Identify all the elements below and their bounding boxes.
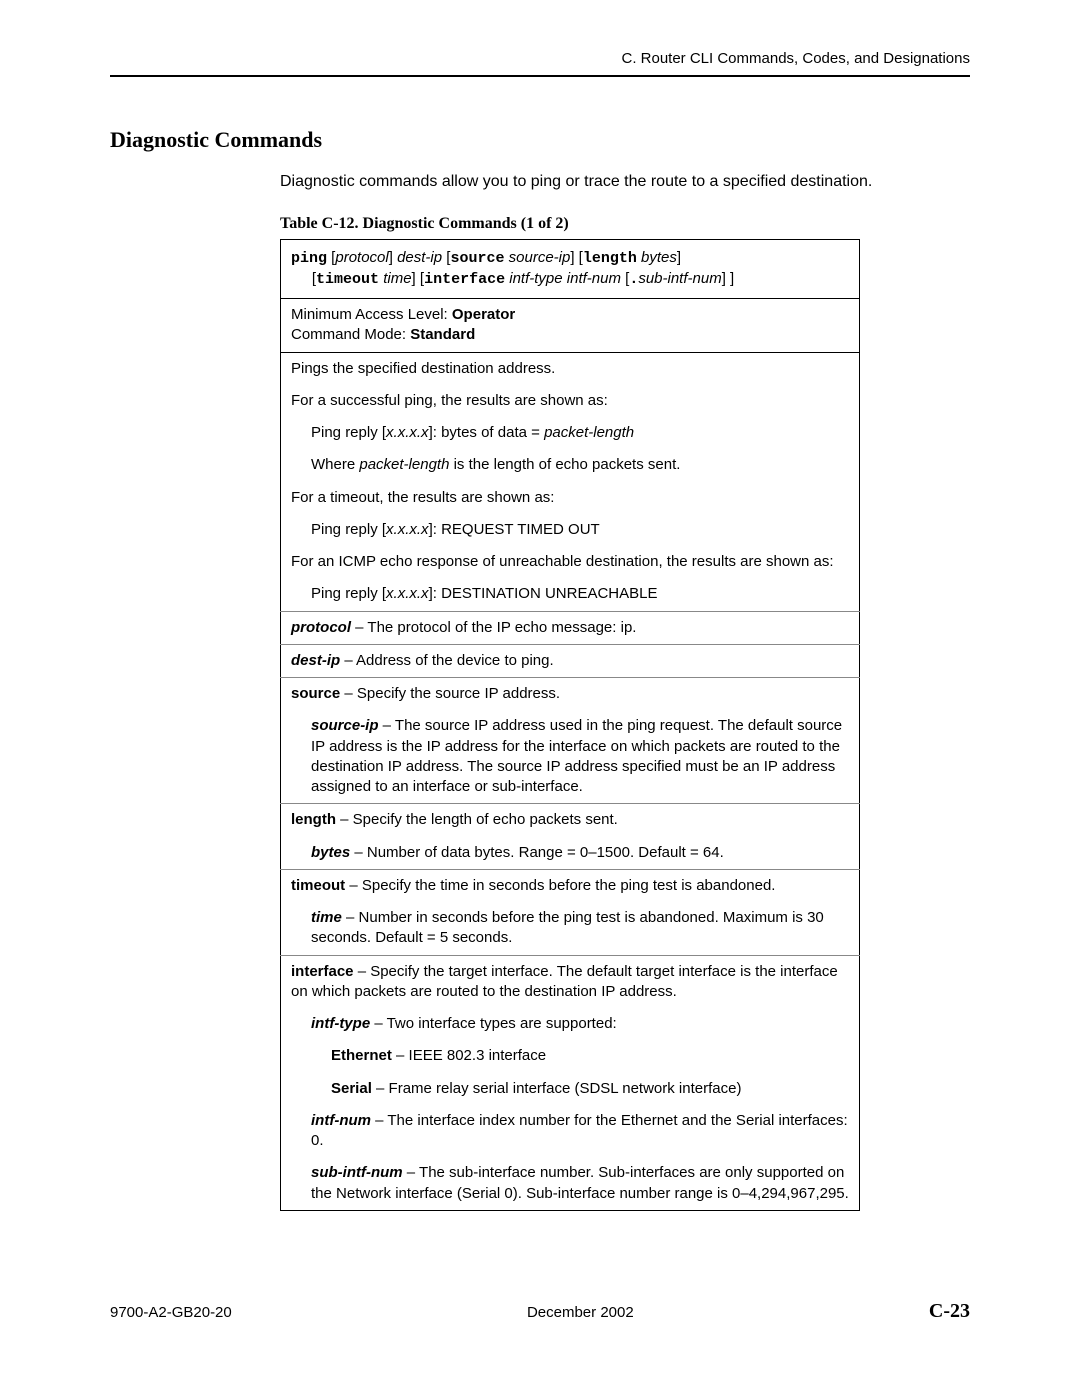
footer-page-number: C-23 (929, 1300, 970, 1323)
table-row: time – Number in seconds before the ping… (281, 902, 860, 955)
table-row: bytes – Number of data bytes. Range = 0–… (281, 837, 860, 870)
table-row: protocol – The protocol of the IP echo m… (281, 611, 860, 644)
table-row: For an ICMP echo response of unreachable… (281, 546, 860, 578)
table-row: Pings the specified destination address. (281, 352, 860, 385)
page-footer: 9700-A2-GB20-20 December 2002 C-23 (110, 1300, 970, 1323)
table-row: Ethernet – IEEE 802.3 interface (281, 1040, 860, 1072)
intro-text: Diagnostic commands allow you to ping or… (280, 171, 970, 193)
table-row: Serial – Frame relay serial interface (S… (281, 1073, 860, 1105)
table-row: source – Specify the source IP address. (281, 678, 860, 711)
table-row: Where packet-length is the length of ech… (281, 449, 860, 481)
table-row: dest-ip – Address of the device to ping. (281, 644, 860, 677)
footer-center: December 2002 (527, 1304, 634, 1321)
access-level-cell: Minimum Access Level: Operator Command M… (281, 299, 860, 353)
table-row: timeout – Specify the time in seconds be… (281, 869, 860, 902)
table-row: intf-num – The interface index number fo… (281, 1105, 860, 1158)
table-caption: Table C-12. Diagnostic Commands (1 of 2) (280, 215, 970, 233)
diagnostic-commands-table: ping [protocol] dest-ip [source source-i… (280, 239, 860, 1211)
table-row: For a timeout, the results are shown as: (281, 482, 860, 514)
mode-value: Standard (410, 326, 475, 343)
footer-left: 9700-A2-GB20-20 (110, 1304, 232, 1321)
table-row: length – Specify the length of echo pack… (281, 804, 860, 837)
command-syntax: ping [protocol] dest-ip [source source-i… (281, 239, 860, 299)
access-label: Minimum Access Level: (291, 306, 452, 323)
table-row: interface – Specify the target interface… (281, 955, 860, 1008)
table-row: intf-type – Two interface types are supp… (281, 1008, 860, 1040)
table-row: source-ip – The source IP address used i… (281, 710, 860, 804)
access-value: Operator (452, 306, 515, 323)
table-row: Ping reply [x.x.x.x]: REQUEST TIMED OUT (281, 514, 860, 546)
table-row: For a successful ping, the results are s… (281, 385, 860, 417)
table-row: sub-intf-num – The sub-interface number.… (281, 1157, 860, 1210)
table-row: Ping reply [x.x.x.x]: bytes of data = pa… (281, 417, 860, 449)
page-header: C. Router CLI Commands, Codes, and Desig… (110, 50, 970, 77)
mode-label: Command Mode: (291, 326, 410, 343)
table-row: Ping reply [x.x.x.x]: DESTINATION UNREAC… (281, 578, 860, 611)
section-title: Diagnostic Commands (110, 127, 970, 153)
